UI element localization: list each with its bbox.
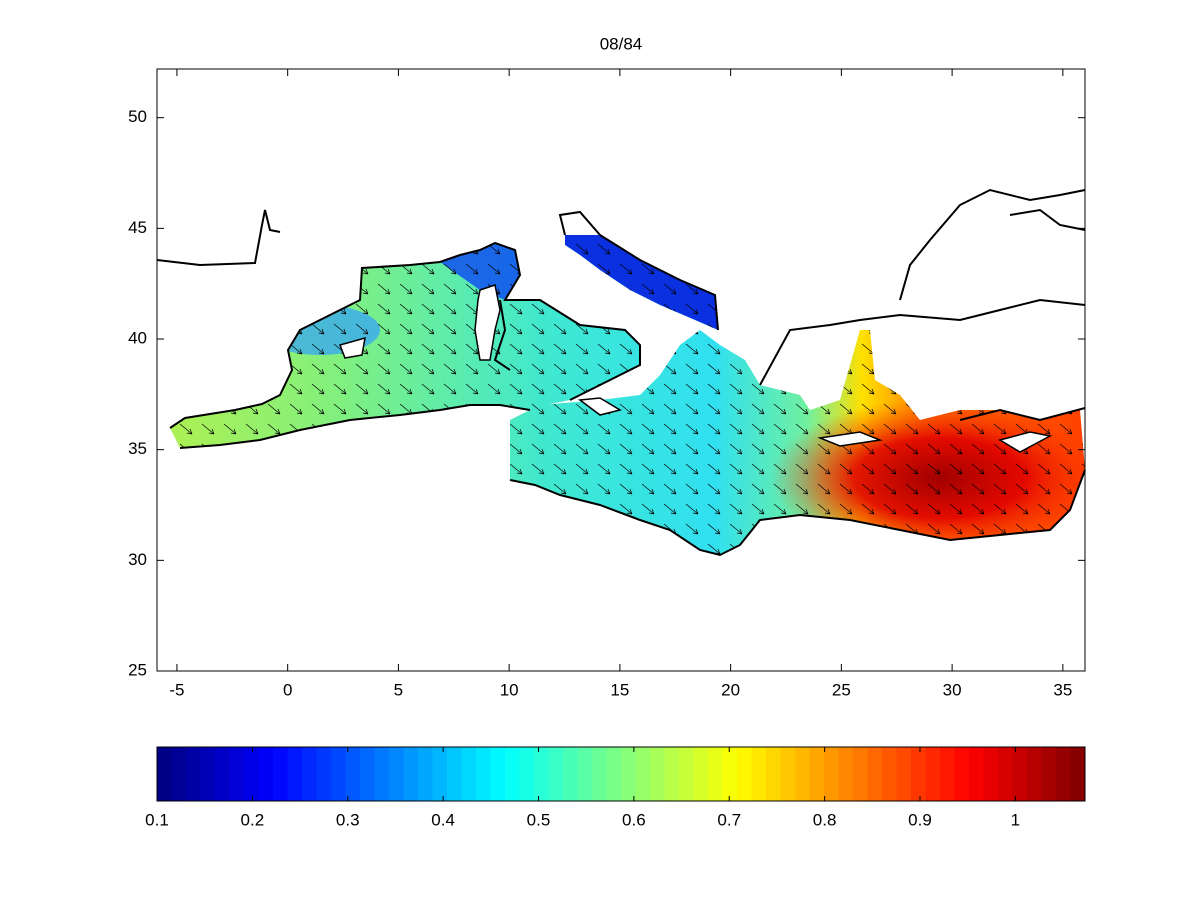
colorbar-tick-label: 0.8 bbox=[813, 810, 837, 829]
colorbar-tick-label: 0.7 bbox=[717, 810, 741, 829]
colorbar-tick-label: 0.3 bbox=[336, 810, 360, 829]
colorbar-cell bbox=[679, 747, 694, 801]
colorbar-cell bbox=[287, 747, 303, 801]
colorbar-cell bbox=[1027, 747, 1042, 801]
colorbar-cell bbox=[244, 747, 259, 801]
colorbar-cell bbox=[360, 747, 375, 801]
colorbar-cell bbox=[200, 747, 216, 801]
colorbar-cell bbox=[954, 747, 970, 801]
colorbar-box bbox=[156, 746, 1086, 802]
colorbar-cell bbox=[592, 747, 607, 801]
y-tick-label: 25 bbox=[128, 660, 147, 679]
y-tick-label: 40 bbox=[128, 328, 147, 347]
colorbar-cell bbox=[737, 747, 752, 801]
colorbar-cell bbox=[911, 747, 926, 801]
colorbar-cell bbox=[505, 747, 520, 801]
axes-box bbox=[156, 68, 1086, 672]
colorbar-cell bbox=[853, 747, 868, 801]
islands bbox=[339, 284, 1053, 453]
colorbar-cell bbox=[708, 747, 723, 801]
colorbar-cell bbox=[302, 747, 317, 801]
x-tick-label: 5 bbox=[394, 680, 403, 699]
y-tick-label: 35 bbox=[128, 439, 147, 458]
x-tick-label: 20 bbox=[721, 680, 740, 699]
colorbar-cell bbox=[1041, 747, 1057, 801]
colorbar-cell bbox=[171, 747, 187, 801]
colorbar-cell bbox=[896, 747, 912, 801]
colorbar-cell bbox=[418, 747, 433, 801]
colorbar-cell bbox=[534, 747, 549, 801]
colorbar-cell bbox=[403, 747, 419, 801]
colorbar-cell bbox=[563, 747, 578, 801]
colorbar-cell bbox=[258, 747, 274, 801]
x-tick-label: 0 bbox=[283, 680, 292, 699]
colorbar-cell bbox=[1070, 747, 1086, 801]
colorbar-tick-label: 1 bbox=[1011, 810, 1020, 829]
colorbar-cell bbox=[867, 747, 883, 801]
colorbar-cell bbox=[1012, 747, 1028, 801]
colorbar-cell bbox=[751, 747, 767, 801]
colorbar-tick-label: 0.1 bbox=[145, 810, 169, 829]
colorbar-cell bbox=[157, 747, 172, 801]
colorbar-cell bbox=[983, 747, 999, 801]
x-tick-label: -5 bbox=[169, 680, 184, 699]
x-tick-label: 10 bbox=[500, 680, 519, 699]
colorbar-cell bbox=[795, 747, 810, 801]
colorbar-tick-label: 0.6 bbox=[622, 810, 646, 829]
colorbar-cell bbox=[229, 747, 245, 801]
colorbar-cell bbox=[664, 747, 680, 801]
x-tick-label: 30 bbox=[943, 680, 962, 699]
colorbar-cell bbox=[940, 747, 955, 801]
colorbar-cell bbox=[925, 747, 941, 801]
colorbar-tick-label: 0.9 bbox=[908, 810, 932, 829]
title: 08/84 bbox=[600, 34, 643, 53]
colorbar-cell bbox=[519, 747, 535, 801]
colorbar-cell bbox=[273, 747, 288, 801]
colorbar-cell bbox=[345, 747, 361, 801]
colorbar-cell bbox=[374, 747, 390, 801]
colorbar-cell bbox=[461, 747, 477, 801]
colorbar-cell bbox=[215, 747, 230, 801]
colorbar-cell bbox=[809, 747, 825, 801]
colorbar-cell bbox=[621, 747, 636, 801]
colorbar-cell bbox=[838, 747, 854, 801]
colorbar bbox=[157, 747, 1086, 801]
colorbar-cell bbox=[476, 747, 491, 801]
x-tick-label: 15 bbox=[610, 680, 629, 699]
colorbar-cell bbox=[447, 747, 462, 801]
colorbar-cell bbox=[766, 747, 781, 801]
colorbar-cell bbox=[490, 747, 506, 801]
colorbar-cell bbox=[969, 747, 984, 801]
colorbar-tick-label: 0.2 bbox=[241, 810, 265, 829]
colorbar-cell bbox=[606, 747, 622, 801]
colorbar-cell bbox=[722, 747, 738, 801]
colorbar-cell bbox=[998, 747, 1013, 801]
colorbar-cell bbox=[316, 747, 332, 801]
colorbar-cell bbox=[577, 747, 593, 801]
y-tick-label: 50 bbox=[128, 107, 147, 126]
colorbar-cell bbox=[331, 747, 346, 801]
colorbar-cell bbox=[824, 747, 839, 801]
colorbar-cell bbox=[389, 747, 404, 801]
x-tick-label: 35 bbox=[1053, 680, 1072, 699]
colorbar-cell bbox=[1056, 747, 1071, 801]
x-tick-label: 25 bbox=[832, 680, 851, 699]
colorbar-cell bbox=[650, 747, 665, 801]
colorbar-cell bbox=[882, 747, 897, 801]
colorbar-cell bbox=[635, 747, 651, 801]
colorbar-cell bbox=[693, 747, 709, 801]
colorbar-cell bbox=[186, 747, 201, 801]
coastlines bbox=[156, 188, 1086, 557]
y-tick-label: 45 bbox=[128, 218, 147, 237]
colorbar-tick-label: 0.5 bbox=[527, 810, 551, 829]
colorbar-cell bbox=[780, 747, 796, 801]
colorbar-tick-label: 0.4 bbox=[431, 810, 455, 829]
colorbar-cell bbox=[548, 747, 564, 801]
y-tick-label: 30 bbox=[128, 550, 147, 569]
colorbar-cell bbox=[432, 747, 448, 801]
